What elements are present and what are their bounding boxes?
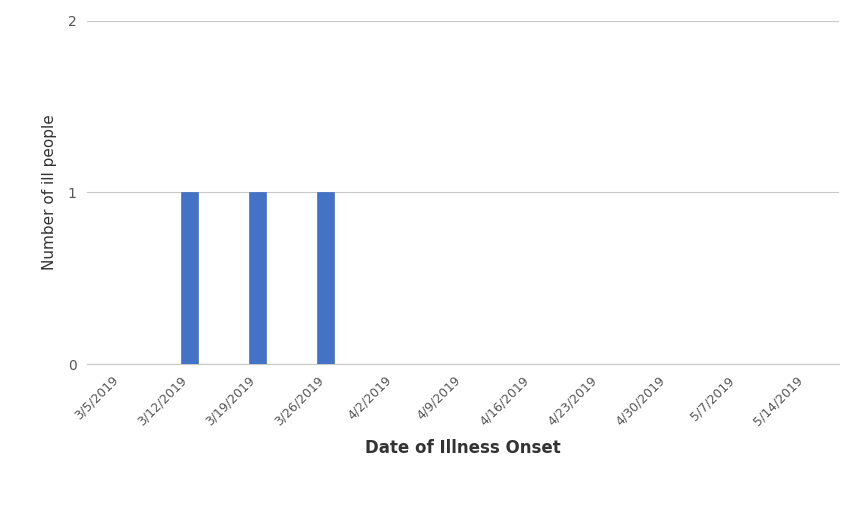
Bar	[317, 192, 335, 364]
Bar	[249, 192, 266, 364]
Bar	[181, 192, 198, 364]
X-axis label: Date of Illness Onset: Date of Illness Onset	[365, 439, 561, 457]
Y-axis label: Number of ill people: Number of ill people	[42, 114, 57, 270]
